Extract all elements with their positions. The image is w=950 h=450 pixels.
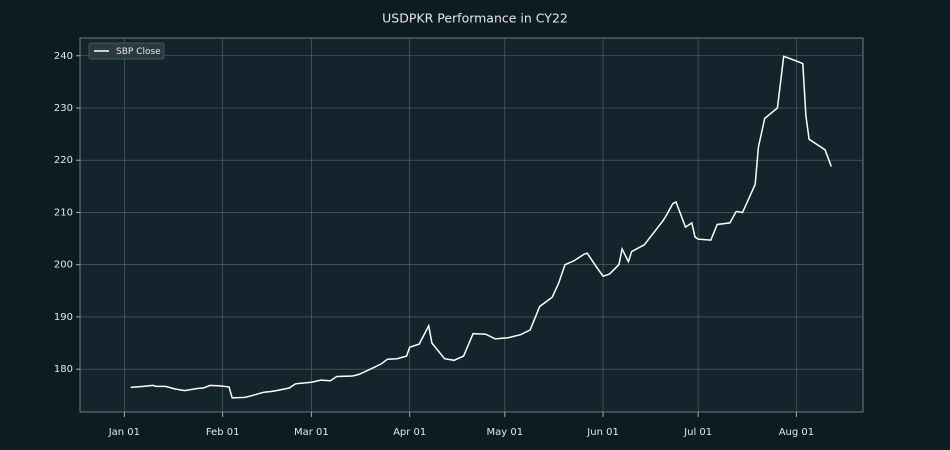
y-tick-label: 180 [54,364,73,375]
y-tick-label: 210 [54,207,73,218]
x-tick-label: Jul 01 [683,427,712,438]
y-tick-label: 200 [54,260,73,271]
line [130,55,833,399]
x-tick-label: May 01 [486,427,523,438]
x-tick-label: Aug 01 [779,427,814,438]
y-tick-label: 230 [54,103,73,114]
x-tick-label: Mar 01 [294,427,329,438]
x-tick-label: Jan 01 [108,427,140,438]
x-tick-label: Apr 01 [393,427,426,438]
x-tick-label: Feb 01 [206,427,240,438]
plot-area [79,37,864,413]
legend-label: SBP Close [116,47,161,57]
y-tick-label: 190 [54,312,73,323]
x-tick-label: Jun 01 [586,427,619,438]
chart-title: USDPKR Performance in CY22 [382,11,568,26]
y-tick-label: 240 [54,51,73,62]
legend-box [88,42,165,60]
y-tick-label: 220 [54,155,73,166]
